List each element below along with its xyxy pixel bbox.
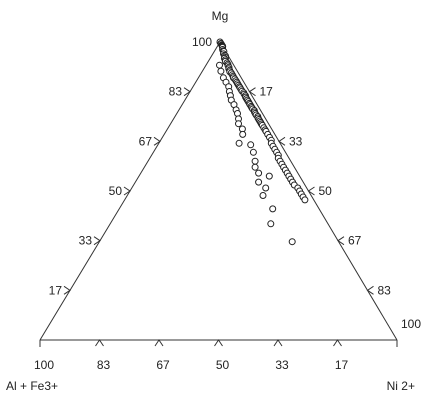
triangle-edges <box>39 41 398 341</box>
tick-label-right: 100 <box>401 317 421 331</box>
tick-label-bottom: 17 <box>335 358 349 372</box>
tick-label-right: 17 <box>260 85 274 99</box>
tick-mark-left <box>183 87 191 97</box>
data-point <box>251 157 259 165</box>
vertex-label-left: Al + Fe3+ <box>6 379 58 393</box>
tick-label-left: 50 <box>109 184 123 198</box>
data-point <box>247 141 255 149</box>
data-point <box>251 163 259 171</box>
tick-mark-bottom <box>95 339 104 347</box>
tick-mark-right <box>307 186 315 196</box>
tick-label-bottom: 33 <box>275 358 289 372</box>
tick-label-right: 83 <box>378 283 392 297</box>
tick-label-bottom: 50 <box>216 358 230 372</box>
data-points <box>216 38 309 246</box>
tick-label-left: 33 <box>79 234 93 248</box>
tick-label-bottom: 67 <box>156 358 170 372</box>
data-point <box>262 184 270 192</box>
tick-label-bottom: 100 <box>34 358 54 372</box>
tick-label-left: 67 <box>139 134 153 148</box>
data-point <box>235 120 242 128</box>
tick-label-right: 50 <box>319 184 333 198</box>
tick-mark-bottom <box>214 339 223 347</box>
tick-label-left: 17 <box>49 283 63 297</box>
data-point <box>235 139 243 147</box>
tick-label-right: 33 <box>289 134 303 148</box>
tick-mark-left <box>123 186 131 196</box>
data-point <box>265 172 273 180</box>
data-point <box>301 196 309 204</box>
tick-label-bottom: 83 <box>97 358 111 372</box>
data-point <box>217 67 225 75</box>
tick-label-right: 67 <box>348 234 362 248</box>
data-point <box>216 61 223 69</box>
vertex-label-top: Mg <box>212 9 229 23</box>
data-point <box>267 220 275 228</box>
tick-label-left: 83 <box>169 85 183 99</box>
tick-mark-bottom <box>333 339 342 347</box>
tick-mark-right <box>248 87 256 97</box>
data-point <box>255 178 263 186</box>
tick-mark-right <box>278 136 286 146</box>
tick-mark-left <box>153 136 161 146</box>
data-point <box>255 169 263 177</box>
tick-mark-right <box>366 285 374 295</box>
tick-label-left: 100 <box>192 35 212 49</box>
data-point <box>249 148 257 156</box>
vertex-label-right: Ni 2+ <box>387 379 415 393</box>
data-point <box>239 130 247 138</box>
data-point <box>288 238 296 246</box>
tick-mark-left <box>93 236 101 246</box>
tick-mark-bottom <box>273 339 283 347</box>
axis-ticks: 100 83 67 50 33 17 17 33 50 67 83 100 100 83 67 50 33 17 <box>34 35 421 372</box>
tick-mark-left <box>63 285 71 295</box>
data-point <box>269 205 277 213</box>
data-point <box>259 192 267 199</box>
tick-mark-right <box>337 236 345 246</box>
tick-mark-bottom <box>154 339 164 347</box>
